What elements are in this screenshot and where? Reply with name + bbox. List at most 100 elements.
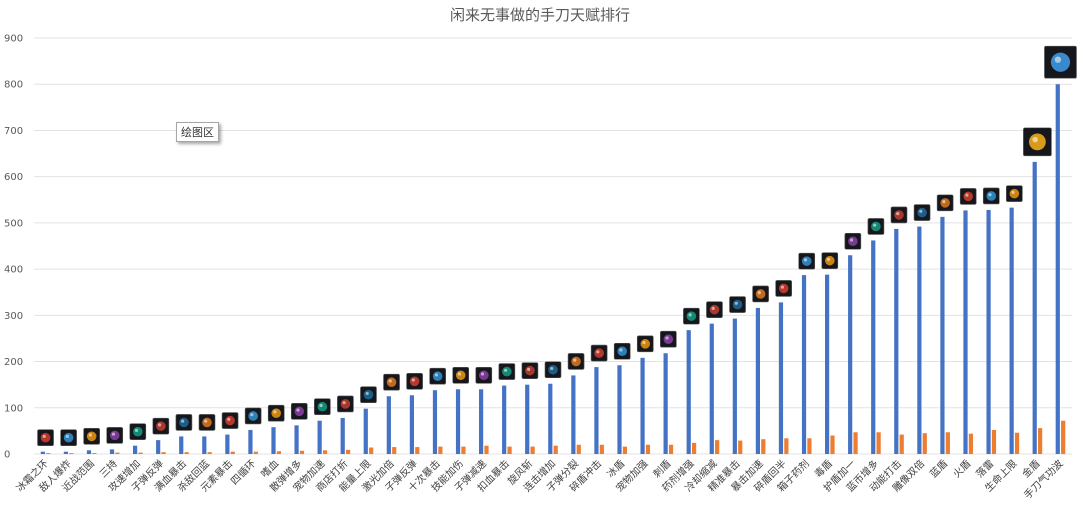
bar-primary bbox=[109, 449, 115, 454]
bar-secondary bbox=[415, 447, 420, 454]
bar-primary bbox=[1009, 207, 1014, 454]
bar-primary bbox=[940, 216, 945, 454]
bar-primary bbox=[663, 353, 668, 454]
talent-icon bbox=[267, 404, 285, 422]
bar-secondary bbox=[530, 446, 535, 454]
chart-title: 闲来无事做的手刀天赋排行 bbox=[450, 6, 630, 24]
bar-secondary bbox=[599, 444, 604, 454]
talent-icon bbox=[775, 280, 792, 297]
talent-icon bbox=[890, 206, 908, 224]
bar-secondary bbox=[1014, 432, 1020, 454]
bar-primary bbox=[340, 417, 345, 454]
bar-secondary bbox=[876, 432, 881, 454]
y-tick-label: 400 bbox=[4, 265, 23, 276]
talent-icon bbox=[1023, 127, 1052, 157]
bar-secondary bbox=[945, 432, 950, 454]
talent-icon bbox=[429, 367, 446, 385]
bar-secondary bbox=[322, 450, 328, 454]
bar-secondary bbox=[738, 440, 743, 454]
talent-icon bbox=[106, 427, 124, 444]
talent-icon bbox=[752, 285, 769, 303]
talent-icon bbox=[729, 296, 746, 313]
talent-icon bbox=[175, 414, 193, 431]
talent-icons bbox=[37, 45, 1077, 446]
bar-primary bbox=[755, 307, 760, 454]
bar-primary bbox=[548, 383, 553, 454]
bar-secondary bbox=[230, 451, 235, 454]
bar-primary bbox=[917, 226, 922, 454]
talent-icon bbox=[683, 307, 700, 325]
talent-icon bbox=[959, 188, 977, 205]
talent-icon bbox=[406, 372, 423, 390]
talent-icon bbox=[244, 407, 262, 425]
talent-icon bbox=[590, 344, 608, 362]
bar-secondary bbox=[899, 434, 904, 454]
bar-primary bbox=[732, 318, 737, 454]
talent-icon bbox=[37, 429, 54, 446]
bar-secondary bbox=[138, 452, 143, 454]
bar-secondary bbox=[276, 451, 281, 454]
talent-icon bbox=[60, 429, 77, 446]
bar-secondary bbox=[645, 444, 651, 454]
bar-primary bbox=[594, 367, 599, 454]
bar-primary bbox=[963, 210, 968, 454]
bar-secondary bbox=[761, 439, 766, 454]
bar-secondary bbox=[484, 445, 489, 454]
y-tick-label: 200 bbox=[4, 357, 23, 368]
bar-primary bbox=[686, 330, 691, 454]
talent-icon bbox=[706, 301, 723, 318]
bar-primary bbox=[894, 228, 899, 454]
bar-secondary bbox=[991, 429, 997, 454]
bar-primary bbox=[778, 302, 784, 454]
y-tick-label: 600 bbox=[4, 172, 23, 183]
bar-primary bbox=[617, 365, 622, 454]
talent-icon bbox=[844, 232, 862, 250]
talent-icon bbox=[290, 403, 308, 420]
talent-icon bbox=[360, 386, 377, 404]
bar-secondary bbox=[715, 440, 720, 454]
gridlines bbox=[34, 37, 1072, 455]
bar-primary bbox=[363, 408, 368, 454]
bar-secondary bbox=[507, 446, 512, 454]
bar-secondary bbox=[576, 444, 581, 454]
bar-primary bbox=[825, 274, 830, 454]
y-tick-label: 500 bbox=[4, 218, 23, 229]
talent-icon bbox=[198, 414, 216, 431]
bar-secondary bbox=[369, 447, 374, 454]
bar-primary bbox=[801, 275, 807, 454]
bar-secondary bbox=[392, 447, 397, 454]
bar-primary bbox=[1032, 161, 1037, 454]
bar-secondary bbox=[968, 433, 973, 454]
y-tick-label: 100 bbox=[4, 403, 23, 414]
bar-primary bbox=[871, 240, 876, 454]
talent-icon bbox=[221, 412, 239, 429]
talent-icon bbox=[314, 398, 331, 416]
bar-primary bbox=[133, 445, 138, 454]
y-tick-label: 0 bbox=[4, 450, 10, 461]
bar-primary bbox=[409, 395, 414, 454]
talent-icon bbox=[867, 218, 885, 235]
talent-icon bbox=[129, 423, 147, 440]
talent-icon bbox=[613, 342, 631, 360]
talent-icon bbox=[913, 204, 931, 221]
bar-secondary bbox=[115, 452, 120, 454]
bar-primary bbox=[225, 434, 230, 454]
bar-primary bbox=[432, 390, 438, 454]
talent-icon bbox=[798, 252, 816, 270]
y-tick-label: 300 bbox=[4, 311, 23, 322]
talent-icon bbox=[567, 353, 585, 370]
bar-secondary bbox=[784, 438, 789, 454]
y-tick-label: 700 bbox=[4, 126, 23, 137]
talent-icon bbox=[337, 395, 354, 413]
bar-secondary bbox=[299, 450, 305, 454]
talent-icon bbox=[544, 361, 562, 379]
talent-icon bbox=[1044, 45, 1077, 79]
talent-icon bbox=[498, 363, 516, 380]
bar-secondary bbox=[461, 446, 466, 454]
bar-primary bbox=[455, 389, 461, 454]
bar-primary bbox=[271, 427, 276, 454]
category-label: 火盾 bbox=[951, 458, 974, 481]
bar-primary bbox=[525, 384, 530, 454]
